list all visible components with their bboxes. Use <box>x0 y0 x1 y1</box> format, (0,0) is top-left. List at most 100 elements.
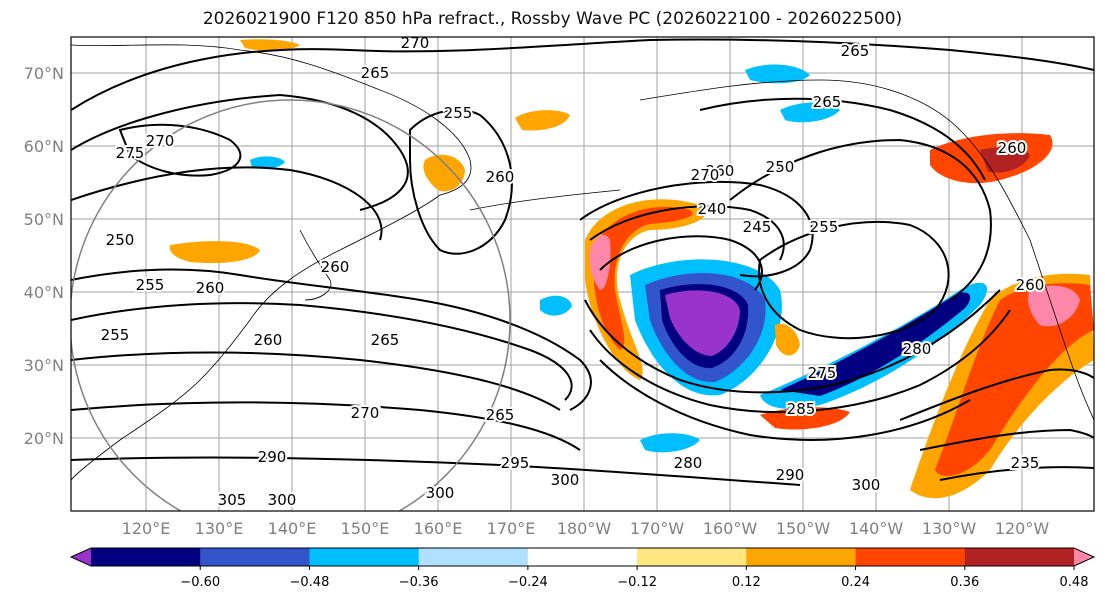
contour-value-label: 275 <box>808 364 837 382</box>
lon-label: 170°E <box>487 519 536 538</box>
contour-value-label: 260 <box>706 162 735 180</box>
contour-line <box>699 97 986 181</box>
contour-value-label: 255 <box>101 326 130 344</box>
lon-label: 120°E <box>122 519 171 538</box>
lon-label: 160°E <box>414 519 463 538</box>
positive-anomaly-hawaii <box>775 323 800 356</box>
latitude-labels: 70°N 60°N 50°N 40°N 30°N 20°N <box>24 64 64 448</box>
contour-line <box>899 368 1094 421</box>
contour-line <box>599 359 971 441</box>
contour-line <box>71 38 1094 111</box>
contour-line <box>589 309 1011 414</box>
contour-value-label: 270 <box>401 34 430 52</box>
map-frame <box>70 36 1095 512</box>
colorbar-segment <box>527 548 638 566</box>
contour-value-label: 235 <box>1011 454 1040 472</box>
colorbar-outline <box>69 547 1096 567</box>
contour-value-label: 295 <box>501 454 530 472</box>
contour-value-label: 250 <box>766 158 795 176</box>
colorbar-segment <box>637 548 747 566</box>
colorbar-segment <box>91 548 201 566</box>
contour-line <box>589 205 785 261</box>
contour-line <box>71 302 573 401</box>
contour-value-label: 270 <box>351 404 380 422</box>
contour-line <box>71 268 592 411</box>
contour-value-label: 265 <box>486 406 515 424</box>
lon-label: 120°W <box>995 519 1050 538</box>
contour-line <box>729 138 992 301</box>
contour-value-label: 260 <box>1016 276 1045 294</box>
contour-value-label: 290 <box>258 448 287 466</box>
contour-value-label: 275 <box>116 144 145 162</box>
colorbar-tick-label: 0.24 <box>841 575 870 590</box>
negative-anomaly-mid <box>540 295 572 316</box>
contour-value-label: 300 <box>426 484 455 502</box>
map-title: 2026021900 F120 850 hPa refract., Rossby… <box>202 9 903 29</box>
lon-label: 150°E <box>341 519 390 538</box>
contour-line <box>758 220 950 340</box>
contour-value-label: 255 <box>810 218 839 236</box>
contour-value-label: 300 <box>852 476 881 494</box>
lat-label: 20°N <box>24 429 64 448</box>
coast-aleutians <box>469 189 621 211</box>
positive-anomaly-westcoast-pink <box>1028 285 1080 327</box>
colorbar-tick-label: 0.36 <box>950 575 979 590</box>
coast-north-america <box>1029 239 1094 421</box>
colorbar: −0.60 −0.48 −0.36 −0.24 −0.12 0.12 0.24 0.36 0.4… <box>69 547 1096 590</box>
colorbar-segment <box>418 548 529 566</box>
contour-line <box>71 351 561 411</box>
contour-value-label: 280 <box>903 340 932 358</box>
contour-line <box>579 180 814 278</box>
contour-line <box>919 428 1094 451</box>
colorbar-tick-label: −0.48 <box>290 575 330 590</box>
coast-japan <box>299 229 332 301</box>
contour-line <box>71 166 383 241</box>
positive-anomaly-arctic <box>240 39 300 51</box>
colorbar-segment <box>964 548 1075 566</box>
contour-value-label: 270 <box>691 166 720 184</box>
lon-label: 140°E <box>268 519 317 538</box>
contour-line <box>409 109 513 255</box>
coastlines <box>71 44 1094 481</box>
contour-value-label: 280 <box>674 454 703 472</box>
colorbar-extend-low <box>71 548 91 566</box>
map-area <box>71 37 1094 511</box>
colorbar-tick-label: −0.36 <box>399 575 439 590</box>
positive-anomaly-north <box>515 110 570 131</box>
contour-value-label: 300 <box>551 471 580 489</box>
contour-value-label: 290 <box>776 466 805 484</box>
contour-value-label: 265 <box>371 331 400 349</box>
colorbar-extend-high <box>1074 548 1094 566</box>
contour-line <box>939 466 1094 481</box>
reference-circle <box>71 99 511 511</box>
positive-anomaly-china <box>169 241 260 264</box>
lon-label: 130°W <box>922 519 977 538</box>
contour-value-label: 260 <box>321 258 350 276</box>
contour-value-label: 265 <box>841 42 870 60</box>
positive-anomaly-alaska-core <box>980 147 1030 173</box>
negative-anomaly-bering <box>780 102 840 123</box>
contour-value-label: 270 <box>353 404 382 422</box>
contour-line <box>584 289 1001 394</box>
lon-label: 160°W <box>703 519 758 538</box>
height-contours <box>71 38 1094 486</box>
positive-anomaly-west-arc-core <box>593 206 693 350</box>
lat-label: 30°N <box>24 356 64 375</box>
negative-anomaly-alaska <box>745 64 810 84</box>
colorbar-segment <box>855 548 966 566</box>
contour-value-label: 300 <box>268 491 297 509</box>
contour-line <box>599 235 763 291</box>
lat-label: 50°N <box>24 210 64 229</box>
lon-label: 170°W <box>630 519 685 538</box>
negative-anomaly-west <box>250 156 285 169</box>
contour-value-label: 270 <box>146 132 175 150</box>
contour-value-label: 285 <box>787 400 816 418</box>
negative-anomaly-purple <box>665 290 740 356</box>
contour-value-label: 240 <box>698 200 727 218</box>
positive-anomaly-pink <box>589 234 611 290</box>
contour-value-label: 260 <box>998 139 1027 157</box>
colorbar-tick-label: 0.48 <box>1060 575 1089 590</box>
lon-label: 180°W <box>557 519 612 538</box>
lon-label: 140°W <box>849 519 904 538</box>
